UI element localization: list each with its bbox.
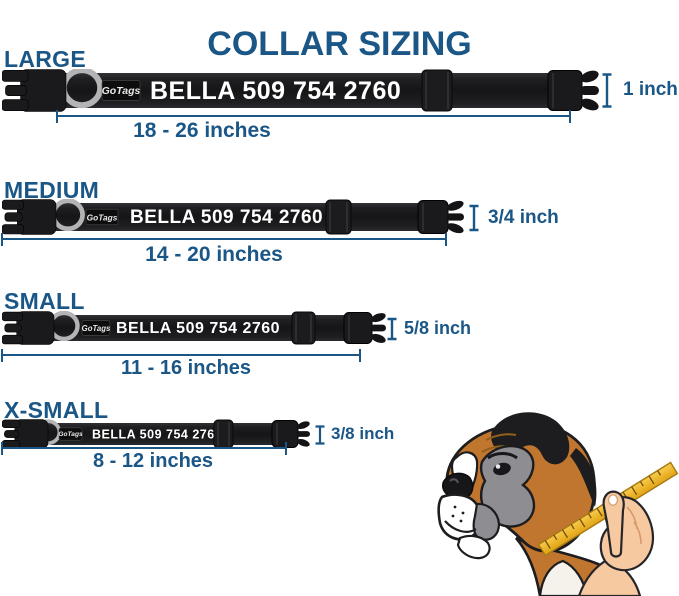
- tape-tick-marks: [544, 470, 662, 549]
- buckle-male: [343, 312, 386, 344]
- brand-label: GoTags: [102, 85, 141, 97]
- size-label-x-small: X-SMALL: [4, 397, 109, 423]
- size-label-large: LARGE: [4, 46, 86, 72]
- size-label-medium: MEDIUM: [4, 177, 100, 203]
- collar-svg: GoTags BELLA 509 754 2760: [1, 198, 464, 235]
- brand-patch: [85, 208, 119, 226]
- collar-graphic-large: GoTags BELLA 509 754 2760: [1, 67, 601, 112]
- range-label: 14 - 20 inches: [145, 243, 283, 266]
- dog-mouth: [444, 520, 477, 533]
- brand-label: GoTags: [82, 324, 111, 333]
- width-label: 5/8 inch: [404, 318, 472, 338]
- range-label: 18 - 26 inches: [133, 119, 271, 142]
- triglide-slider: [421, 69, 453, 112]
- width-label: 3/4 inch: [488, 207, 559, 228]
- collar-svg: GoTags BELLA 509 754 2760: [1, 419, 310, 449]
- length-bracket: [1, 349, 361, 362]
- collar-personalization-text: BELLA 509 754 2760: [116, 320, 280, 337]
- buckle-female: [1, 69, 67, 112]
- dog-ear-right: [570, 448, 597, 507]
- range-label: 11 - 16 inches: [120, 357, 252, 379]
- width-label: 3/8 inch: [331, 424, 395, 443]
- buckle-male: [417, 200, 464, 234]
- brand-label: GoTags: [87, 213, 118, 223]
- collar-svg: GoTags BELLA 509 754 2760: [1, 310, 386, 345]
- range-label: 8 - 12 inches: [92, 450, 214, 472]
- page-title: COLLAR SIZING: [207, 24, 472, 63]
- measuring-hand: [577, 490, 655, 596]
- brand-patch: [58, 427, 83, 441]
- hand-finger: [602, 490, 625, 558]
- brand-label: GoTags: [58, 431, 83, 438]
- dog-eye-glint: [495, 464, 501, 469]
- dog-muzzle-dots: [451, 505, 465, 523]
- dog-brow: [487, 452, 518, 460]
- collar-svg: GoTags BELLA 509 754 2760: [1, 67, 599, 112]
- collar-graphic-x-small: GoTags BELLA 509 754 2760: [1, 419, 312, 449]
- dog-face-mask: [479, 444, 536, 528]
- length-bracket: [1, 233, 447, 246]
- dog-jowl-gray: [472, 502, 501, 541]
- dog-chin: [456, 534, 491, 560]
- fingernail: [608, 494, 619, 506]
- buckle-male: [547, 70, 599, 111]
- width-measure-icon: [602, 73, 612, 108]
- collar-personalization-text: BELLA 509 754 2760: [130, 207, 323, 228]
- width-label: 1 inch: [623, 79, 678, 100]
- dog-nostril: [449, 478, 459, 484]
- triglide-slider: [291, 311, 316, 345]
- size-label-small: SMALL: [4, 288, 85, 314]
- length-bracket: [1, 442, 287, 455]
- brand-patch: [81, 320, 111, 336]
- buckle-female: [1, 199, 57, 235]
- width-measure-icon: [387, 317, 397, 341]
- buckle-female: [1, 419, 49, 449]
- buckle-female: [1, 311, 55, 345]
- collar-graphic-small: GoTags BELLA 509 754 2760: [1, 310, 388, 345]
- length-bracket: [56, 110, 571, 123]
- brand-patch: [101, 80, 141, 101]
- buckle-male: [271, 420, 310, 448]
- boxer-dog-measuring-svg: [437, 412, 679, 596]
- triglide-slider: [213, 419, 234, 449]
- dog-illustration: [430, 400, 679, 596]
- collar-personalization-text: BELLA 509 754 2760: [150, 77, 401, 105]
- width-measure-icon: [469, 204, 479, 232]
- width-measure-icon: [315, 425, 325, 445]
- hand-knuckle-creases: [626, 506, 642, 545]
- triglide-slider: [325, 199, 352, 235]
- collar-graphic-medium: GoTags BELLA 509 754 2760: [1, 198, 466, 235]
- collar-personalization-text: BELLA 509 754 2760: [92, 427, 222, 441]
